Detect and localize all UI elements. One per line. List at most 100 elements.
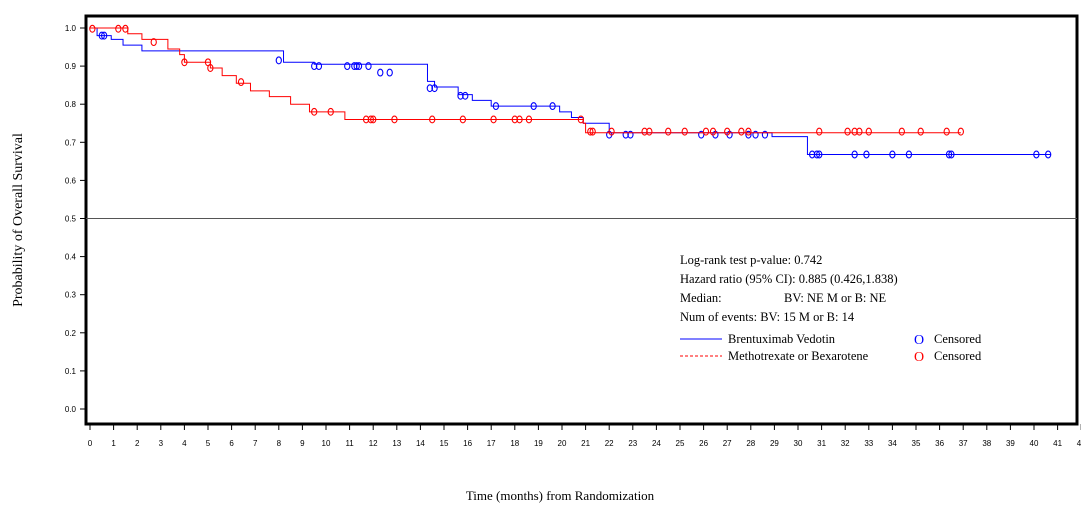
censored-mark-mb bbox=[709, 127, 717, 136]
x-tick-label: 34 bbox=[888, 439, 897, 448]
median-values: BV: NE M or B: NE bbox=[784, 291, 887, 305]
x-tick-label: 25 bbox=[676, 439, 685, 448]
x-tick-label: 19 bbox=[534, 439, 543, 448]
censored-mark-bv bbox=[431, 84, 438, 93]
censored-mark-bv bbox=[745, 130, 752, 139]
censored-mark-bv bbox=[386, 68, 393, 77]
median-label: Median: bbox=[680, 291, 722, 305]
censored-mark-mb bbox=[490, 115, 497, 124]
legend-bv-censored: Censored bbox=[934, 332, 982, 346]
censored-mark-mb bbox=[122, 24, 129, 33]
y-axis-label: Probability of Overall Survival bbox=[11, 133, 26, 307]
x-tick-label: 15 bbox=[440, 439, 449, 448]
x-tick-label: 16 bbox=[463, 439, 472, 448]
censored-mark-mb bbox=[311, 107, 318, 116]
legend-bv-label: Brentuximab Vedotin bbox=[728, 332, 836, 346]
x-tick-label: 4 bbox=[182, 439, 187, 448]
logrank-text: Log-rank test p-value: 0.742 bbox=[680, 253, 822, 267]
censored-mark-mb bbox=[665, 127, 672, 136]
x-axis-label: Time (months) from Randomization bbox=[466, 488, 655, 503]
censored-mark-mb bbox=[738, 127, 745, 136]
censored-mark-mb bbox=[89, 24, 96, 33]
x-tick-label: 2 bbox=[135, 439, 140, 448]
censored-mark-mb bbox=[516, 115, 523, 124]
censored-mark-mb bbox=[681, 127, 688, 136]
x-tick-label: 30 bbox=[794, 439, 803, 448]
censored-mark-mb bbox=[207, 64, 214, 72]
censored-mark-mb bbox=[525, 115, 533, 124]
x-tick-label: 36 bbox=[935, 439, 944, 448]
censored-mark-bv bbox=[816, 150, 823, 159]
censored-mark-bv bbox=[492, 102, 500, 111]
censored-mark-mb bbox=[429, 115, 436, 124]
x-tick-label: 31 bbox=[817, 439, 826, 448]
censored-mark-mb bbox=[898, 127, 905, 136]
censored-mark-bv bbox=[101, 31, 108, 40]
y-tick-label: 0.9 bbox=[65, 62, 77, 71]
x-tick-label: 26 bbox=[699, 439, 708, 448]
x-tick-label: 40 bbox=[1030, 439, 1039, 448]
x-tick-label: 32 bbox=[841, 439, 850, 448]
censored-mark-bv bbox=[752, 130, 759, 139]
censored-mark-mb bbox=[816, 127, 823, 136]
censored-mark-bv bbox=[761, 130, 769, 139]
censored-mark-bv bbox=[275, 56, 282, 65]
censored-mark-mb bbox=[724, 127, 731, 136]
censored-mark-bv bbox=[315, 62, 323, 71]
x-tick-label: 21 bbox=[581, 439, 590, 448]
censored-mark-bv bbox=[1045, 150, 1052, 159]
x-tick-label: 3 bbox=[159, 439, 164, 448]
x-tick-label: 24 bbox=[652, 439, 661, 448]
x-tick-label: 1 bbox=[111, 439, 116, 448]
x-tick-label: 11 bbox=[345, 439, 354, 448]
y-tick-label: 0.0 bbox=[65, 405, 77, 414]
annotation-box: Log-rank test p-value: 0.742 Hazard rati… bbox=[680, 253, 982, 365]
survival-curve-bv bbox=[90, 27, 1051, 155]
x-tick-label: 17 bbox=[487, 439, 496, 448]
censored-mark-bv bbox=[530, 102, 537, 111]
x-tick-label: 42 bbox=[1077, 439, 1081, 448]
x-tick-label: 7 bbox=[253, 439, 258, 448]
censored-mark-bv bbox=[1033, 150, 1040, 159]
x-tick-label: 9 bbox=[300, 439, 305, 448]
x-tick-label: 20 bbox=[558, 439, 567, 448]
censored-mark-bv bbox=[462, 91, 469, 100]
x-tick-label: 13 bbox=[392, 439, 401, 448]
censored-mark-bv bbox=[851, 150, 858, 159]
x-tick-label: 12 bbox=[369, 439, 378, 448]
censored-mark-bv bbox=[945, 150, 953, 159]
censored-mark-mb bbox=[459, 115, 467, 124]
y-tick-label: 0.3 bbox=[65, 291, 77, 300]
censored-mark-bv bbox=[813, 150, 821, 159]
x-tick-label: 27 bbox=[723, 439, 732, 448]
censored-mark-bv bbox=[627, 130, 634, 139]
legend-bv-censor-symbol: O bbox=[914, 333, 924, 348]
censored-mark-mb bbox=[844, 127, 851, 136]
events-text: Num of events: BV: 15 M or B: 14 bbox=[680, 310, 855, 324]
censored-mark-mb bbox=[150, 38, 157, 47]
x-tick-label: 10 bbox=[322, 439, 331, 448]
x-tick-label: 14 bbox=[416, 439, 425, 448]
censored-mark-mb bbox=[646, 127, 653, 136]
censored-mark-mb bbox=[957, 127, 964, 136]
censored-mark-bv bbox=[353, 62, 360, 71]
censored-mark-mb bbox=[943, 127, 950, 136]
censored-mark-mb bbox=[856, 127, 863, 136]
legend-mb-censored: Censored bbox=[934, 349, 982, 363]
y-tick-label: 1.0 bbox=[65, 24, 77, 33]
censored-mark-mb bbox=[587, 127, 594, 136]
censored-mark-mb bbox=[115, 24, 122, 33]
censored-mark-bv bbox=[889, 150, 896, 159]
censored-mark-mb bbox=[367, 115, 374, 124]
x-tick-label: 6 bbox=[229, 439, 234, 448]
x-tick-label: 39 bbox=[1006, 439, 1015, 448]
censored-mark-mb bbox=[702, 127, 710, 136]
censored-mark-mb bbox=[391, 115, 398, 124]
censored-mark-bv bbox=[98, 31, 105, 40]
x-axis-ticks: 0 1 2 3 4 5 6 7 8 9 10 11 12 13 14 15 16 17 18 19 20 21 22 23 24… bbox=[88, 424, 1081, 448]
censored-mark-mb bbox=[608, 127, 615, 136]
x-tick-label: 28 bbox=[746, 439, 755, 448]
censored-mark-bv bbox=[863, 150, 870, 159]
y-tick-label: 0.8 bbox=[65, 100, 77, 109]
